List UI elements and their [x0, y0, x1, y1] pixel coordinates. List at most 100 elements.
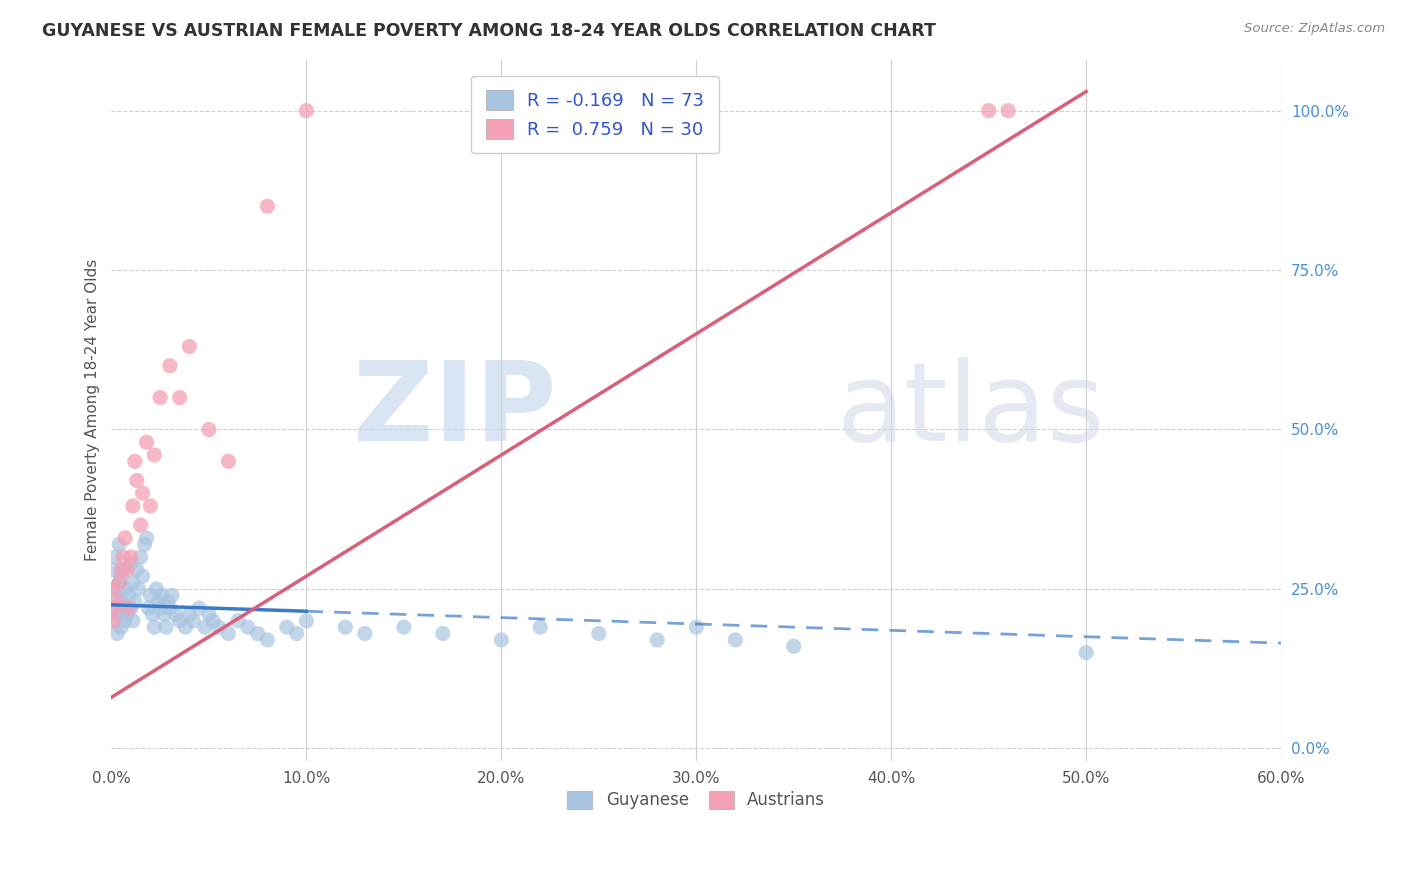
Point — [121, 614, 143, 628]
Text: ZIP: ZIP — [353, 357, 555, 464]
Point — [114, 582, 136, 596]
Point — [179, 340, 201, 354]
Point — [104, 588, 127, 602]
Point — [194, 620, 217, 634]
Point — [217, 454, 239, 468]
Point — [155, 620, 177, 634]
Point — [114, 531, 136, 545]
Point — [124, 454, 146, 468]
Point — [188, 601, 211, 615]
Point — [120, 549, 142, 564]
Point — [353, 626, 375, 640]
Point — [276, 620, 298, 634]
Point — [246, 626, 269, 640]
Point — [165, 607, 187, 622]
Point — [159, 601, 181, 615]
Point — [108, 575, 131, 590]
Point — [156, 594, 179, 608]
Point — [139, 588, 162, 602]
Text: Source: ZipAtlas.com: Source: ZipAtlas.com — [1244, 22, 1385, 36]
Point — [295, 614, 318, 628]
Point — [335, 620, 357, 634]
Point — [139, 499, 162, 513]
Point — [1076, 646, 1098, 660]
Point — [114, 614, 136, 628]
Point — [198, 607, 221, 622]
Point — [256, 199, 278, 213]
Point — [724, 632, 747, 647]
Point — [105, 626, 128, 640]
Point — [207, 620, 229, 634]
Text: GUYANESE VS AUSTRIAN FEMALE POVERTY AMONG 18-24 YEAR OLDS CORRELATION CHART: GUYANESE VS AUSTRIAN FEMALE POVERTY AMON… — [42, 22, 936, 40]
Point — [226, 614, 249, 628]
Point — [201, 614, 224, 628]
Point — [103, 601, 125, 615]
Point — [153, 607, 176, 622]
Point — [108, 537, 131, 551]
Point — [121, 575, 143, 590]
Point — [392, 620, 415, 634]
Point — [105, 582, 128, 596]
Point — [120, 601, 142, 615]
Point — [149, 391, 172, 405]
Point — [588, 626, 610, 640]
Point — [129, 549, 152, 564]
Point — [198, 422, 221, 436]
Point — [104, 549, 127, 564]
Point — [295, 103, 318, 118]
Point — [128, 582, 150, 596]
Point — [148, 594, 170, 608]
Point — [997, 103, 1019, 118]
Point — [129, 518, 152, 533]
Point — [110, 620, 132, 634]
Point — [588, 103, 610, 118]
Point — [143, 620, 166, 634]
Point — [135, 435, 157, 450]
Point — [143, 448, 166, 462]
Point — [150, 588, 173, 602]
Point — [104, 614, 127, 628]
Point — [115, 607, 138, 622]
Point — [236, 620, 259, 634]
Point — [645, 632, 668, 647]
Point — [134, 537, 156, 551]
Point — [169, 391, 191, 405]
Point — [160, 588, 183, 602]
Point — [491, 632, 513, 647]
Point — [131, 486, 153, 500]
Point — [145, 582, 167, 596]
Point — [432, 626, 454, 640]
Legend: Guyanese, Austrians: Guyanese, Austrians — [561, 784, 832, 816]
Point — [120, 557, 142, 571]
Text: atlas: atlas — [837, 357, 1105, 464]
Point — [125, 474, 148, 488]
Point — [141, 607, 163, 622]
Y-axis label: Female Poverty Among 18-24 Year Olds: Female Poverty Among 18-24 Year Olds — [86, 260, 100, 561]
Point — [112, 601, 135, 615]
Point — [118, 588, 141, 602]
Point — [112, 549, 135, 564]
Point — [103, 582, 125, 596]
Point — [174, 620, 197, 634]
Point — [110, 569, 132, 583]
Point — [103, 563, 125, 577]
Point — [108, 575, 131, 590]
Point — [256, 632, 278, 647]
Point — [149, 601, 172, 615]
Point — [285, 626, 308, 640]
Point — [138, 601, 160, 615]
Point — [135, 531, 157, 545]
Point — [131, 569, 153, 583]
Point — [105, 594, 128, 608]
Point — [121, 499, 143, 513]
Point — [110, 594, 132, 608]
Point — [125, 563, 148, 577]
Point — [179, 607, 201, 622]
Point — [108, 607, 131, 622]
Point — [104, 601, 127, 615]
Point — [217, 626, 239, 640]
Point — [118, 601, 141, 615]
Point — [110, 563, 132, 577]
Point — [124, 594, 146, 608]
Point — [115, 563, 138, 577]
